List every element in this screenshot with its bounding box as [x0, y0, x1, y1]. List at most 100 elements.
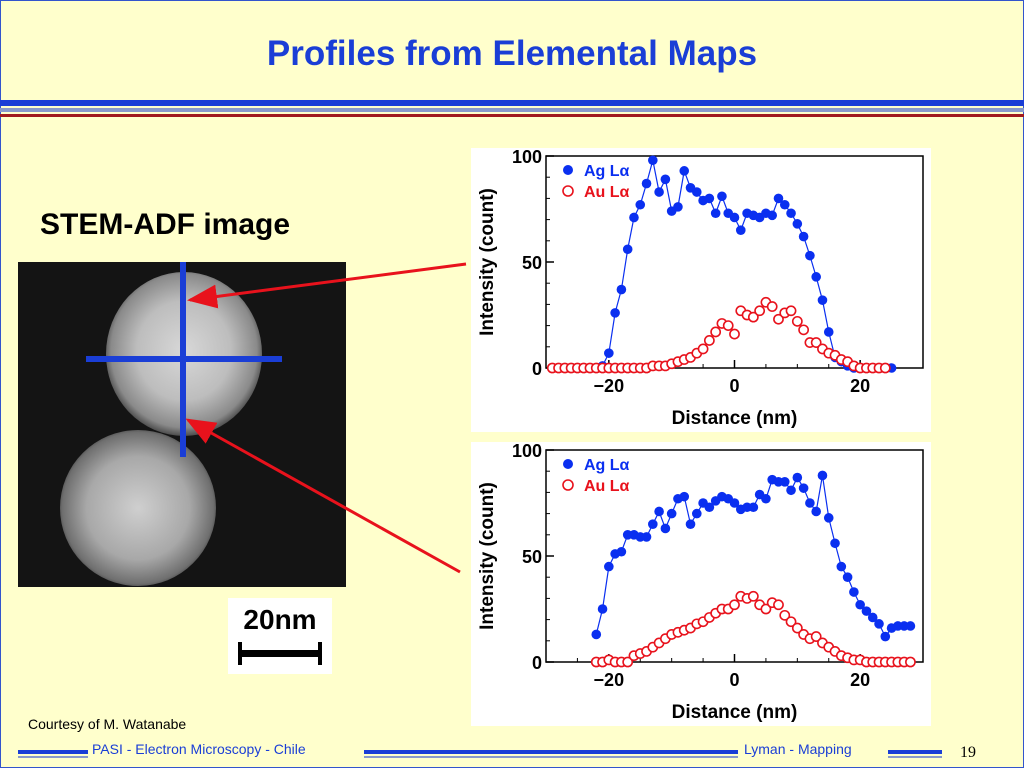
- header-rule: [0, 100, 1024, 106]
- arrow-bottom: [185, 418, 461, 574]
- data-point-ag: [660, 523, 671, 534]
- data-point-ag: [729, 212, 740, 223]
- data-point-ag: [679, 491, 690, 502]
- x-tick-label: −20: [594, 376, 625, 396]
- data-point-au: [747, 590, 759, 602]
- data-point-ag: [905, 621, 916, 631]
- footer-line-right-accent: [888, 756, 942, 758]
- data-point-ag: [641, 178, 652, 189]
- data-point-ag: [735, 225, 746, 235]
- data-point-au: [785, 616, 797, 628]
- data-point-ag: [591, 629, 602, 640]
- data-point-au: [722, 320, 734, 331]
- data-point-ag: [604, 561, 614, 572]
- data-point-ag: [805, 250, 815, 261]
- footer-left-text: PASI - Electron Microscopy - Chile: [92, 741, 306, 757]
- data-point-ag: [704, 193, 715, 204]
- data-point-ag: [748, 502, 759, 513]
- data-point-au: [729, 328, 740, 340]
- data-point-ag: [867, 612, 878, 623]
- data-point-au: [791, 622, 803, 634]
- data-point-ag: [635, 199, 646, 210]
- data-point-ag: [798, 231, 809, 242]
- legend-label-au: Au Lα: [584, 184, 630, 201]
- data-point-au: [798, 324, 810, 336]
- data-point-ag: [597, 604, 608, 614]
- courtesy-note: Courtesy of M. Watanabe: [28, 716, 187, 732]
- footer-line-middle: [364, 750, 738, 754]
- data-point-ag: [786, 485, 796, 496]
- data-point-ag: [622, 244, 633, 255]
- data-point-ag: [761, 493, 771, 504]
- arrow-top: [187, 262, 467, 309]
- data-point-ag: [823, 327, 834, 337]
- y-axis-label: Intensity (count): [477, 188, 498, 336]
- data-point-ag: [685, 519, 696, 529]
- data-point-ag: [817, 295, 828, 305]
- data-point-ag: [792, 219, 803, 229]
- legend-marker-au: [562, 185, 574, 197]
- data-point-ag: [648, 155, 658, 166]
- data-point-au: [766, 301, 778, 312]
- y-tick-label: 100: [512, 442, 542, 461]
- data-point-ag: [673, 202, 683, 212]
- legend-label-au: Au Lα: [584, 478, 630, 495]
- page-number: 19: [960, 744, 976, 761]
- crosshair-horizontal: [86, 356, 282, 362]
- x-tick-label: 0: [729, 376, 739, 396]
- data-point-au: [747, 311, 759, 323]
- data-point-ag: [729, 498, 740, 508]
- stem-adf-micrograph: [18, 262, 346, 587]
- data-point-ag: [679, 166, 690, 176]
- data-point-ag: [805, 498, 815, 508]
- header-rule-accent: [0, 108, 1024, 112]
- data-point-ag: [849, 587, 859, 597]
- data-point-ag: [641, 532, 652, 542]
- data-point-ag: [842, 572, 853, 582]
- data-point-ag: [654, 506, 664, 517]
- data-point-au: [760, 603, 772, 615]
- data-point-ag: [704, 502, 715, 513]
- data-point-ag: [874, 619, 884, 629]
- data-point-ag: [692, 187, 702, 197]
- data-point-ag: [616, 284, 627, 295]
- footer-right-text: Lyman - Mapping: [744, 741, 852, 757]
- profile-chart-top: 0 50 100 −20 0 20 Distance (nm) Intensity (coun…: [471, 148, 931, 432]
- data-point-ag: [817, 470, 828, 481]
- y-tick-label: 50: [522, 547, 542, 567]
- chart-background: [471, 442, 931, 726]
- scale-bar: 20nm: [228, 598, 332, 674]
- data-point-ag: [811, 506, 821, 517]
- data-point-au: [810, 631, 822, 642]
- data-point-ag: [767, 210, 777, 221]
- data-point-ag: [779, 477, 790, 487]
- profile-chart-bottom: 0 50 100 −20 0 20 Distance (nm) Intensity (coun…: [471, 442, 931, 726]
- legend-label-ag: Ag Lα: [584, 457, 630, 474]
- data-point-au: [810, 337, 822, 348]
- data-point-ag: [717, 191, 727, 202]
- data-point-au: [773, 313, 784, 325]
- data-point-ag: [648, 519, 658, 529]
- data-point-au: [791, 315, 803, 327]
- scale-bar-label: 20nm: [243, 604, 317, 635]
- data-point-ag: [836, 561, 847, 572]
- data-point-au: [785, 305, 797, 317]
- data-point-ag: [710, 208, 721, 219]
- data-point-ag: [880, 631, 891, 642]
- x-tick-label: 20: [850, 670, 870, 690]
- data-point-au: [905, 656, 916, 668]
- data-point-ag: [616, 546, 627, 557]
- data-point-ag: [861, 606, 872, 616]
- legend-marker-ag: [563, 459, 573, 469]
- data-point-au: [754, 305, 766, 317]
- data-point-ag: [792, 472, 803, 483]
- data-point-ag: [779, 199, 790, 210]
- data-point-ag: [830, 538, 840, 549]
- legend-label-ag: Ag Lα: [584, 163, 630, 180]
- footer-line-middle-accent: [364, 756, 738, 758]
- chart-background: [471, 148, 931, 432]
- footer-line-left: [18, 750, 88, 754]
- data-point-ag: [654, 187, 664, 197]
- y-tick-label: 0: [532, 359, 542, 379]
